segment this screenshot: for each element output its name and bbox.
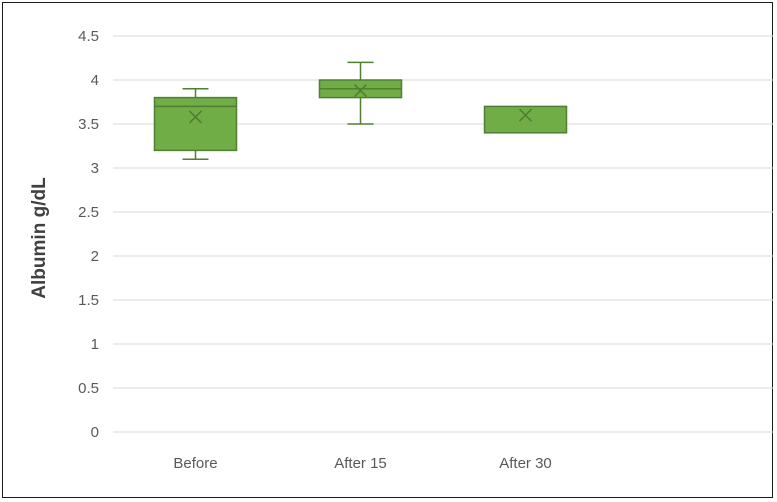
y-tick-label: 3 bbox=[91, 160, 99, 177]
y-tick-label: 4 bbox=[91, 72, 99, 89]
y-tick-label: 1 bbox=[91, 336, 99, 353]
y-tick-label: 4.5 bbox=[78, 28, 99, 45]
mean-marker-stroke-b bbox=[518, 108, 533, 122]
x-tick-label: After 15 bbox=[334, 455, 387, 472]
y-axis-label: Albumin g/dL bbox=[29, 177, 50, 299]
y-tick-label: 2.5 bbox=[78, 204, 99, 221]
box-after-15 bbox=[318, 61, 403, 125]
y-tick-label: 0 bbox=[91, 424, 99, 441]
box-after-30 bbox=[483, 105, 568, 134]
mean-marker-stroke-b bbox=[188, 110, 203, 124]
y-tick-label: 3.5 bbox=[78, 116, 99, 133]
interquartile-box bbox=[153, 96, 238, 152]
y-axis-tick-labels: 0 0.5 1 1.5 2 2.5 3 3.5 4 4.5 bbox=[78, 28, 99, 441]
x-tick-label: After 30 bbox=[499, 455, 552, 472]
y-tick-label: 2 bbox=[91, 248, 99, 265]
y-tick-label: 0.5 bbox=[78, 380, 99, 397]
gridlines bbox=[113, 35, 773, 433]
interquartile-box bbox=[483, 105, 568, 134]
y-tick-label: 1.5 bbox=[78, 292, 99, 309]
box-before bbox=[153, 88, 238, 160]
mean-marker-stroke-b bbox=[353, 83, 368, 98]
x-axis-tick-labels: Before After 15 After 30 bbox=[173, 455, 551, 472]
box-series bbox=[153, 61, 568, 160]
x-tick-label: Before bbox=[173, 455, 217, 472]
